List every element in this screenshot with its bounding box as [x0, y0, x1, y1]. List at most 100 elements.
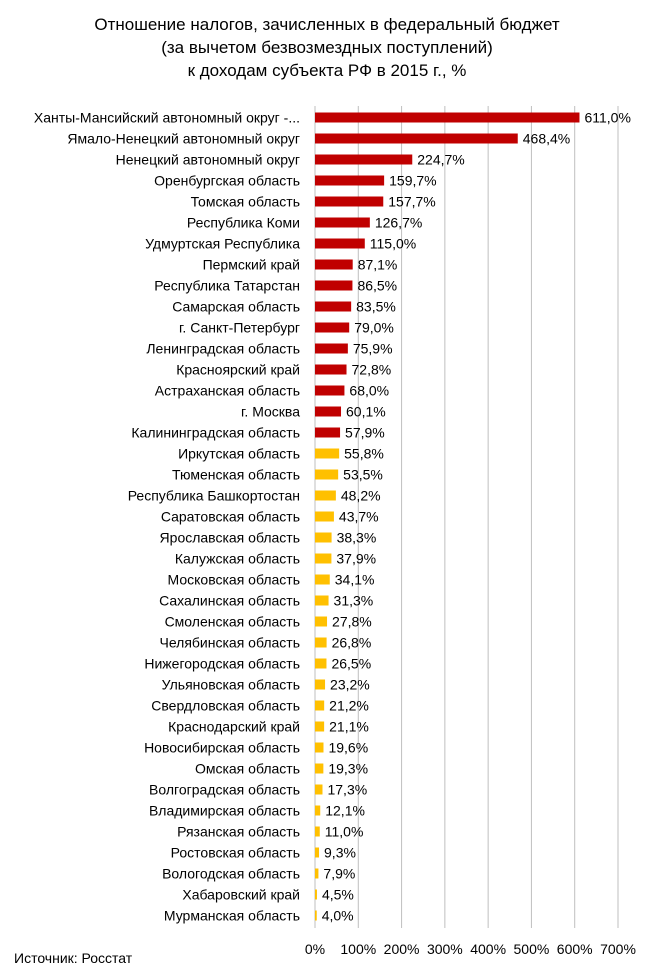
value-label: 72,8%: [352, 362, 392, 378]
category-label: Нижегородская область: [144, 656, 300, 672]
bar: [315, 238, 365, 249]
bar: [315, 553, 332, 564]
chart-value-labels: 611,0% 468,4% 224,7% 159,7% 157,7% 126,7% 115,…: [322, 110, 631, 924]
bar: [315, 574, 330, 585]
value-label: 86,5%: [357, 278, 397, 294]
x-tick-label: 100%: [340, 941, 376, 957]
x-tick-label: 300%: [427, 941, 463, 957]
x-tick-label: 600%: [557, 941, 593, 957]
category-label: Самарская область: [172, 299, 300, 315]
category-label: Волгоградская область: [149, 782, 300, 798]
value-label: 53,5%: [343, 467, 383, 483]
value-label: 37,9%: [336, 551, 376, 567]
bar: [315, 700, 325, 711]
category-label: Ростовская область: [171, 845, 300, 861]
bar: [315, 490, 336, 501]
value-label: 17,3%: [327, 782, 367, 798]
bar: [315, 511, 334, 522]
bar: [315, 406, 342, 417]
value-label: 4,5%: [322, 887, 354, 903]
category-label: Новосибирская область: [144, 740, 300, 756]
category-label: Рязанская область: [177, 824, 300, 840]
bar: [315, 154, 413, 165]
value-label: 611,0%: [584, 110, 630, 126]
category-label: Ульяновская область: [162, 677, 300, 693]
value-label: 224,7%: [417, 152, 464, 168]
value-label: 468,4%: [523, 131, 570, 147]
category-label: Астраханская область: [155, 383, 300, 399]
x-tick-label: 400%: [470, 941, 506, 957]
bar: [315, 448, 340, 459]
value-label: 83,5%: [356, 299, 396, 315]
category-label: Краснодарский край: [168, 719, 300, 735]
x-tick-label: 700%: [600, 941, 636, 957]
category-label: Красноярский край: [176, 362, 300, 378]
value-label: 27,8%: [332, 614, 372, 630]
bar: [315, 616, 328, 627]
value-label: 19,3%: [328, 761, 368, 777]
bar: [315, 280, 353, 291]
value-label: 43,7%: [339, 509, 379, 525]
category-label: Тюменская область: [172, 467, 300, 483]
category-label: Удмуртская Республика: [145, 236, 300, 252]
bar: [315, 910, 317, 921]
value-label: 157,7%: [388, 194, 435, 210]
value-label: 31,3%: [334, 593, 374, 609]
bar: [315, 343, 348, 354]
chart-title-line: Отношение налогов, зачисленных в федерал…: [94, 15, 559, 34]
bar: [315, 763, 324, 774]
bar: [315, 259, 353, 270]
category-label: Мурманская область: [164, 908, 300, 924]
bar: [315, 826, 320, 837]
chart-bars: [315, 112, 580, 921]
bar: [315, 217, 370, 228]
x-tick-label: 0%: [305, 941, 325, 957]
category-label: Омская область: [195, 761, 300, 777]
category-label: Ненецкий автономный округ: [116, 152, 300, 168]
value-label: 26,8%: [332, 635, 372, 651]
bar: [315, 469, 339, 480]
bar: [315, 679, 326, 690]
bar: [315, 889, 317, 900]
bar: [315, 868, 319, 879]
source-note: Источник: Росстат: [14, 950, 133, 966]
chart-title-line: к доходам субъекта РФ в 2015 г., %: [188, 61, 467, 80]
category-label: Томская область: [191, 194, 300, 210]
bar: [315, 847, 320, 858]
category-label: г. Санкт-Петербург: [179, 320, 300, 336]
category-label: Смоленская область: [165, 614, 300, 630]
value-label: 75,9%: [353, 341, 393, 357]
category-label: Оренбургская область: [154, 173, 300, 189]
bar: [315, 112, 580, 123]
category-label: Республика Коми: [187, 215, 300, 231]
category-label: г. Москва: [241, 404, 300, 420]
value-label: 9,3%: [324, 845, 356, 861]
category-label: Саратовская область: [161, 509, 300, 525]
bar: [315, 133, 518, 144]
x-tick-label: 500%: [514, 941, 550, 957]
category-label: Хабаровский край: [182, 887, 300, 903]
value-label: 60,1%: [346, 404, 386, 420]
category-label: Калининградская область: [131, 425, 300, 441]
bar: [315, 532, 332, 543]
category-label: Сахалинская область: [159, 593, 300, 609]
x-tick-label: 200%: [384, 941, 420, 957]
value-label: 55,8%: [344, 446, 384, 462]
value-label: 79,0%: [354, 320, 394, 336]
category-label: Республика Татарстан: [154, 278, 300, 294]
bar: [315, 784, 323, 795]
bar: [315, 427, 341, 438]
bar: [315, 805, 321, 816]
bar: [315, 742, 324, 753]
value-label: 19,6%: [328, 740, 368, 756]
category-label: Владимирская область: [149, 803, 300, 819]
category-label: Свердловская область: [151, 698, 300, 714]
category-label: Ханты-Мансийский автономный округ -...: [34, 110, 300, 126]
bar: [315, 595, 329, 606]
value-label: 26,5%: [331, 656, 371, 672]
bar: [315, 175, 385, 186]
value-label: 159,7%: [389, 173, 436, 189]
bar: [315, 301, 352, 312]
chart-x-axis-ticks: 0% 100% 200% 300% 400% 500% 600% 700%: [305, 941, 636, 957]
